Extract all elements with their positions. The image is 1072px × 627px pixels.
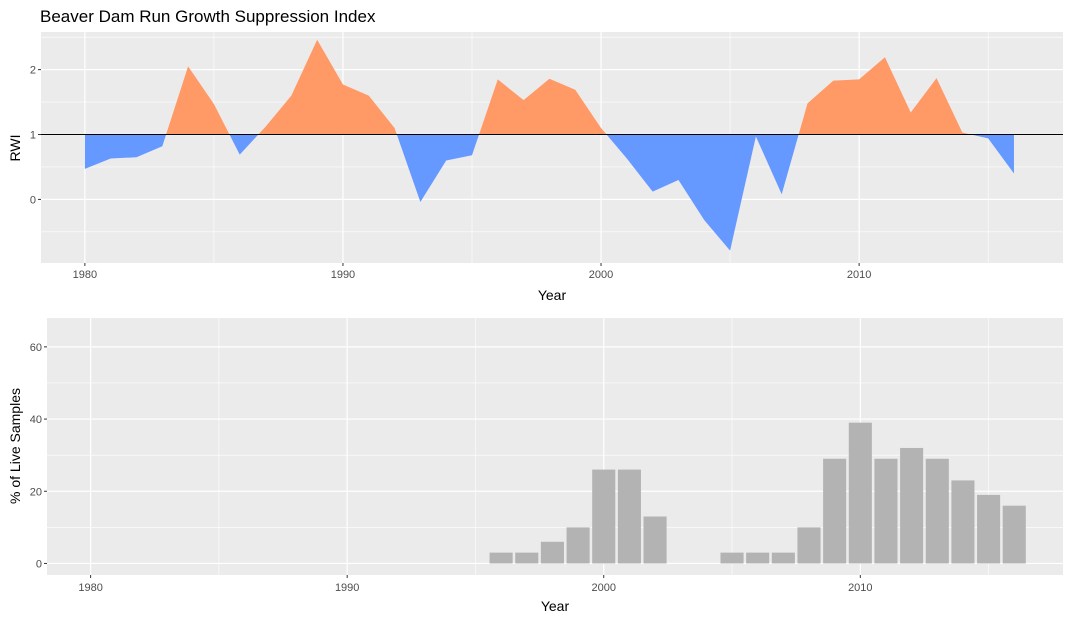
- bottom-x-tick-label: 1990: [335, 582, 359, 594]
- top-y-tick-label: 1: [30, 130, 36, 142]
- area-below-baseline: [970, 134, 1014, 174]
- bar: [566, 527, 590, 564]
- area-below-baseline: [606, 134, 799, 251]
- bar: [874, 458, 898, 564]
- top-x-tick-label: 2000: [589, 269, 613, 281]
- area-below-baseline: [396, 134, 480, 203]
- bottom-x-tick-label: 2010: [848, 582, 872, 594]
- area-above-baseline: [798, 57, 971, 135]
- bar: [592, 469, 616, 564]
- bar: [771, 552, 795, 564]
- bar: [746, 552, 770, 564]
- bottom-gridlines: [47, 318, 1063, 575]
- bar: [643, 516, 667, 564]
- bottom-x-tick-label: 1980: [78, 582, 102, 594]
- top-x-tick-label: 1990: [331, 269, 355, 281]
- top-x-tick-label: 2010: [847, 269, 871, 281]
- bar: [515, 552, 539, 564]
- bottom-y-tick-label: 0: [36, 558, 42, 570]
- top-x-axis-title: Year: [538, 287, 567, 303]
- bottom-y-tick-label: 60: [30, 342, 42, 354]
- top-x-tick-label: 1980: [73, 269, 97, 281]
- bottom-chart: 0 20 40 60 1980 1990 2000 2010 Year % of Live …: [7, 318, 1063, 614]
- bar: [977, 494, 1001, 564]
- top-y-ticks: 0 1 2: [30, 65, 41, 206]
- area-above-baseline: [258, 39, 397, 135]
- bottom-x-axis-title: Year: [541, 598, 570, 614]
- bar: [925, 458, 949, 564]
- bottom-y-tick-label: 20: [30, 486, 42, 498]
- bar: [848, 422, 872, 564]
- bar: [489, 552, 513, 564]
- top-x-ticks: 1980 1990 2000 2010: [73, 263, 871, 281]
- top-y-tick-label: 0: [30, 194, 36, 206]
- bar: [823, 458, 847, 564]
- area-below-baseline: [229, 134, 259, 155]
- bar: [1002, 505, 1026, 564]
- area-below-baseline: [84, 134, 167, 169]
- bar: [720, 552, 744, 564]
- chart-title: Beaver Dam Run Growth Suppression Index: [40, 7, 376, 26]
- bottom-bars: [489, 422, 1026, 564]
- bottom-x-tick-label: 2000: [592, 582, 616, 594]
- bar: [951, 480, 975, 564]
- top-y-axis-title: RWI: [7, 135, 23, 162]
- bottom-y-axis-title: % of Live Samples: [7, 388, 23, 504]
- top-areas: [84, 39, 1014, 251]
- bottom-x-ticks: 1980 1990 2000 2010: [78, 575, 873, 594]
- top-panel: [41, 32, 1063, 263]
- top-chart: 0 1 2 1980 1990 2000 2010 Year RWI: [7, 32, 1063, 303]
- top-y-tick-label: 2: [30, 65, 36, 77]
- bar: [540, 541, 564, 564]
- bar: [617, 469, 641, 564]
- bottom-y-ticks: 0 20 40 60: [30, 342, 47, 570]
- bar: [900, 447, 924, 564]
- bar: [797, 527, 821, 564]
- bottom-y-tick-label: 40: [30, 414, 42, 426]
- area-above-baseline: [479, 78, 607, 135]
- area-above-baseline: [166, 66, 230, 135]
